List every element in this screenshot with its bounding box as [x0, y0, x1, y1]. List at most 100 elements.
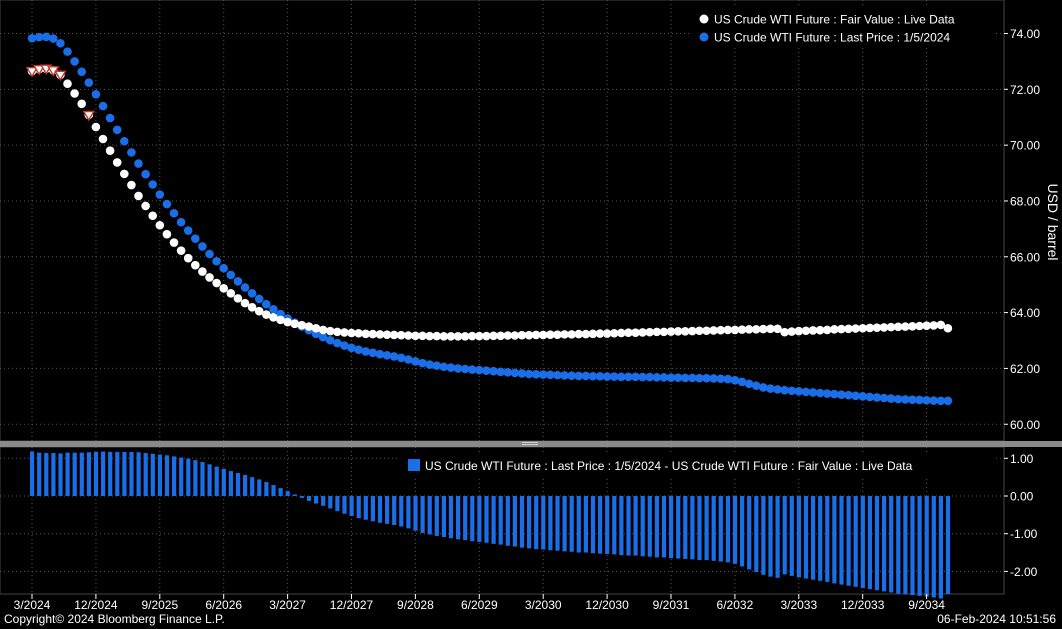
fair-value-point — [652, 327, 662, 337]
last-price-point — [617, 372, 626, 382]
x-tick-label: 9/2025 — [141, 598, 178, 612]
last-price-point — [702, 373, 711, 383]
fair-value-point — [198, 267, 207, 276]
last-price-point — [567, 371, 576, 380]
difference-bar — [853, 496, 858, 587]
last-price-point — [538, 370, 548, 379]
fair-value-point — [276, 315, 285, 325]
fair-value-point — [659, 327, 669, 337]
x-tick-label: 6/2029 — [461, 598, 498, 612]
difference-bar — [761, 496, 766, 575]
x-tick-label: 12/2027 — [330, 598, 374, 612]
last-price-point — [496, 367, 505, 377]
top-y-tick-label: 74.00 — [1010, 27, 1040, 41]
last-price-point — [453, 364, 463, 373]
fair-value-point — [943, 323, 953, 333]
fair-value-point — [404, 331, 413, 340]
top-y-tick-label: 66.00 — [1010, 250, 1040, 264]
fair-value-point — [531, 330, 541, 340]
last-price-point — [666, 373, 676, 382]
fair-value-point — [318, 325, 328, 335]
difference-bar — [704, 496, 709, 561]
last-price-point — [751, 381, 761, 391]
fair-value-point — [247, 303, 257, 312]
x-tick-label: 3/2033 — [780, 598, 817, 612]
difference-bar — [541, 496, 546, 550]
difference-bar — [654, 496, 659, 558]
x-axis-ticks: 3/2024 12/2024 9/2025 6/2026 3/2027 12/2027 9/… — [14, 594, 945, 612]
last-price-point — [127, 148, 136, 157]
fair-value-point — [780, 327, 789, 337]
difference-bar — [832, 496, 837, 584]
fair-value-point — [453, 332, 463, 341]
difference-bar — [136, 452, 141, 496]
difference-bar — [669, 496, 674, 559]
difference-bar — [647, 496, 652, 557]
fair-value-point — [624, 328, 633, 338]
difference-bar — [789, 496, 794, 576]
difference-bar — [250, 477, 255, 496]
fair-value-point — [254, 306, 264, 316]
last-price-point — [475, 365, 484, 375]
difference-bar — [115, 451, 120, 496]
difference-bar — [314, 496, 319, 504]
last-price-point — [524, 369, 534, 379]
fair-value-point — [553, 330, 562, 339]
fair-value-point — [155, 220, 165, 230]
difference-bar — [335, 496, 340, 512]
difference-bar — [44, 453, 49, 496]
difference-bar — [796, 496, 801, 578]
fair-value-point — [77, 99, 86, 109]
last-price-point — [254, 294, 264, 304]
difference-bar — [122, 451, 127, 496]
difference-bar — [484, 496, 489, 543]
difference-bar — [101, 451, 106, 496]
timestamp-text: 06-Feb-2024 10:51:56 — [937, 612, 1056, 626]
top-y-tick-label: 68.00 — [1010, 194, 1040, 208]
difference-bar — [65, 452, 70, 496]
difference-bar — [818, 496, 823, 581]
x-tick-label: 9/2028 — [397, 598, 434, 612]
difference-bar — [903, 496, 908, 595]
last-price-point — [361, 347, 371, 356]
difference-bar — [58, 453, 63, 496]
top-legend: US Crude WTI Future : Fair Value : Live … — [690, 6, 994, 48]
difference-bar — [598, 496, 603, 554]
last-price-point — [936, 396, 946, 406]
fair-value-point — [723, 325, 733, 335]
last-price-point — [49, 34, 58, 43]
difference-bar — [470, 496, 475, 542]
last-price-point — [191, 234, 200, 243]
fair-value-point — [269, 313, 278, 322]
fair-value-point — [98, 134, 108, 144]
fair-value-point — [183, 253, 193, 263]
last-price-point — [688, 373, 697, 383]
difference-bar — [803, 496, 809, 579]
last-price-point — [333, 338, 342, 348]
last-price-point — [837, 390, 846, 399]
difference-bar — [441, 496, 446, 538]
fair-value-point — [680, 327, 690, 336]
fair-value-highlight-marker — [82, 110, 96, 122]
difference-bar — [214, 466, 219, 496]
fair-value-point — [574, 329, 583, 339]
last-price-point — [652, 373, 662, 382]
top-y-tick-label: 64.00 — [1010, 306, 1040, 320]
fair-value-point — [517, 330, 527, 340]
fair-value-point — [240, 298, 250, 308]
difference-bar — [931, 496, 936, 598]
difference-bar — [718, 496, 723, 562]
last-price-point — [432, 361, 442, 370]
difference-bar — [385, 496, 390, 524]
fair-value-point — [879, 323, 889, 332]
fair-value-point — [688, 326, 697, 336]
difference-bar — [434, 496, 439, 536]
last-price-point — [77, 67, 86, 77]
fair-value-point — [666, 327, 676, 336]
last-price-point — [503, 368, 512, 377]
last-price-point — [922, 395, 931, 405]
difference-bar — [363, 496, 368, 520]
last-price-point — [723, 374, 733, 384]
last-price-point — [105, 113, 115, 123]
last-price-point — [41, 32, 51, 42]
